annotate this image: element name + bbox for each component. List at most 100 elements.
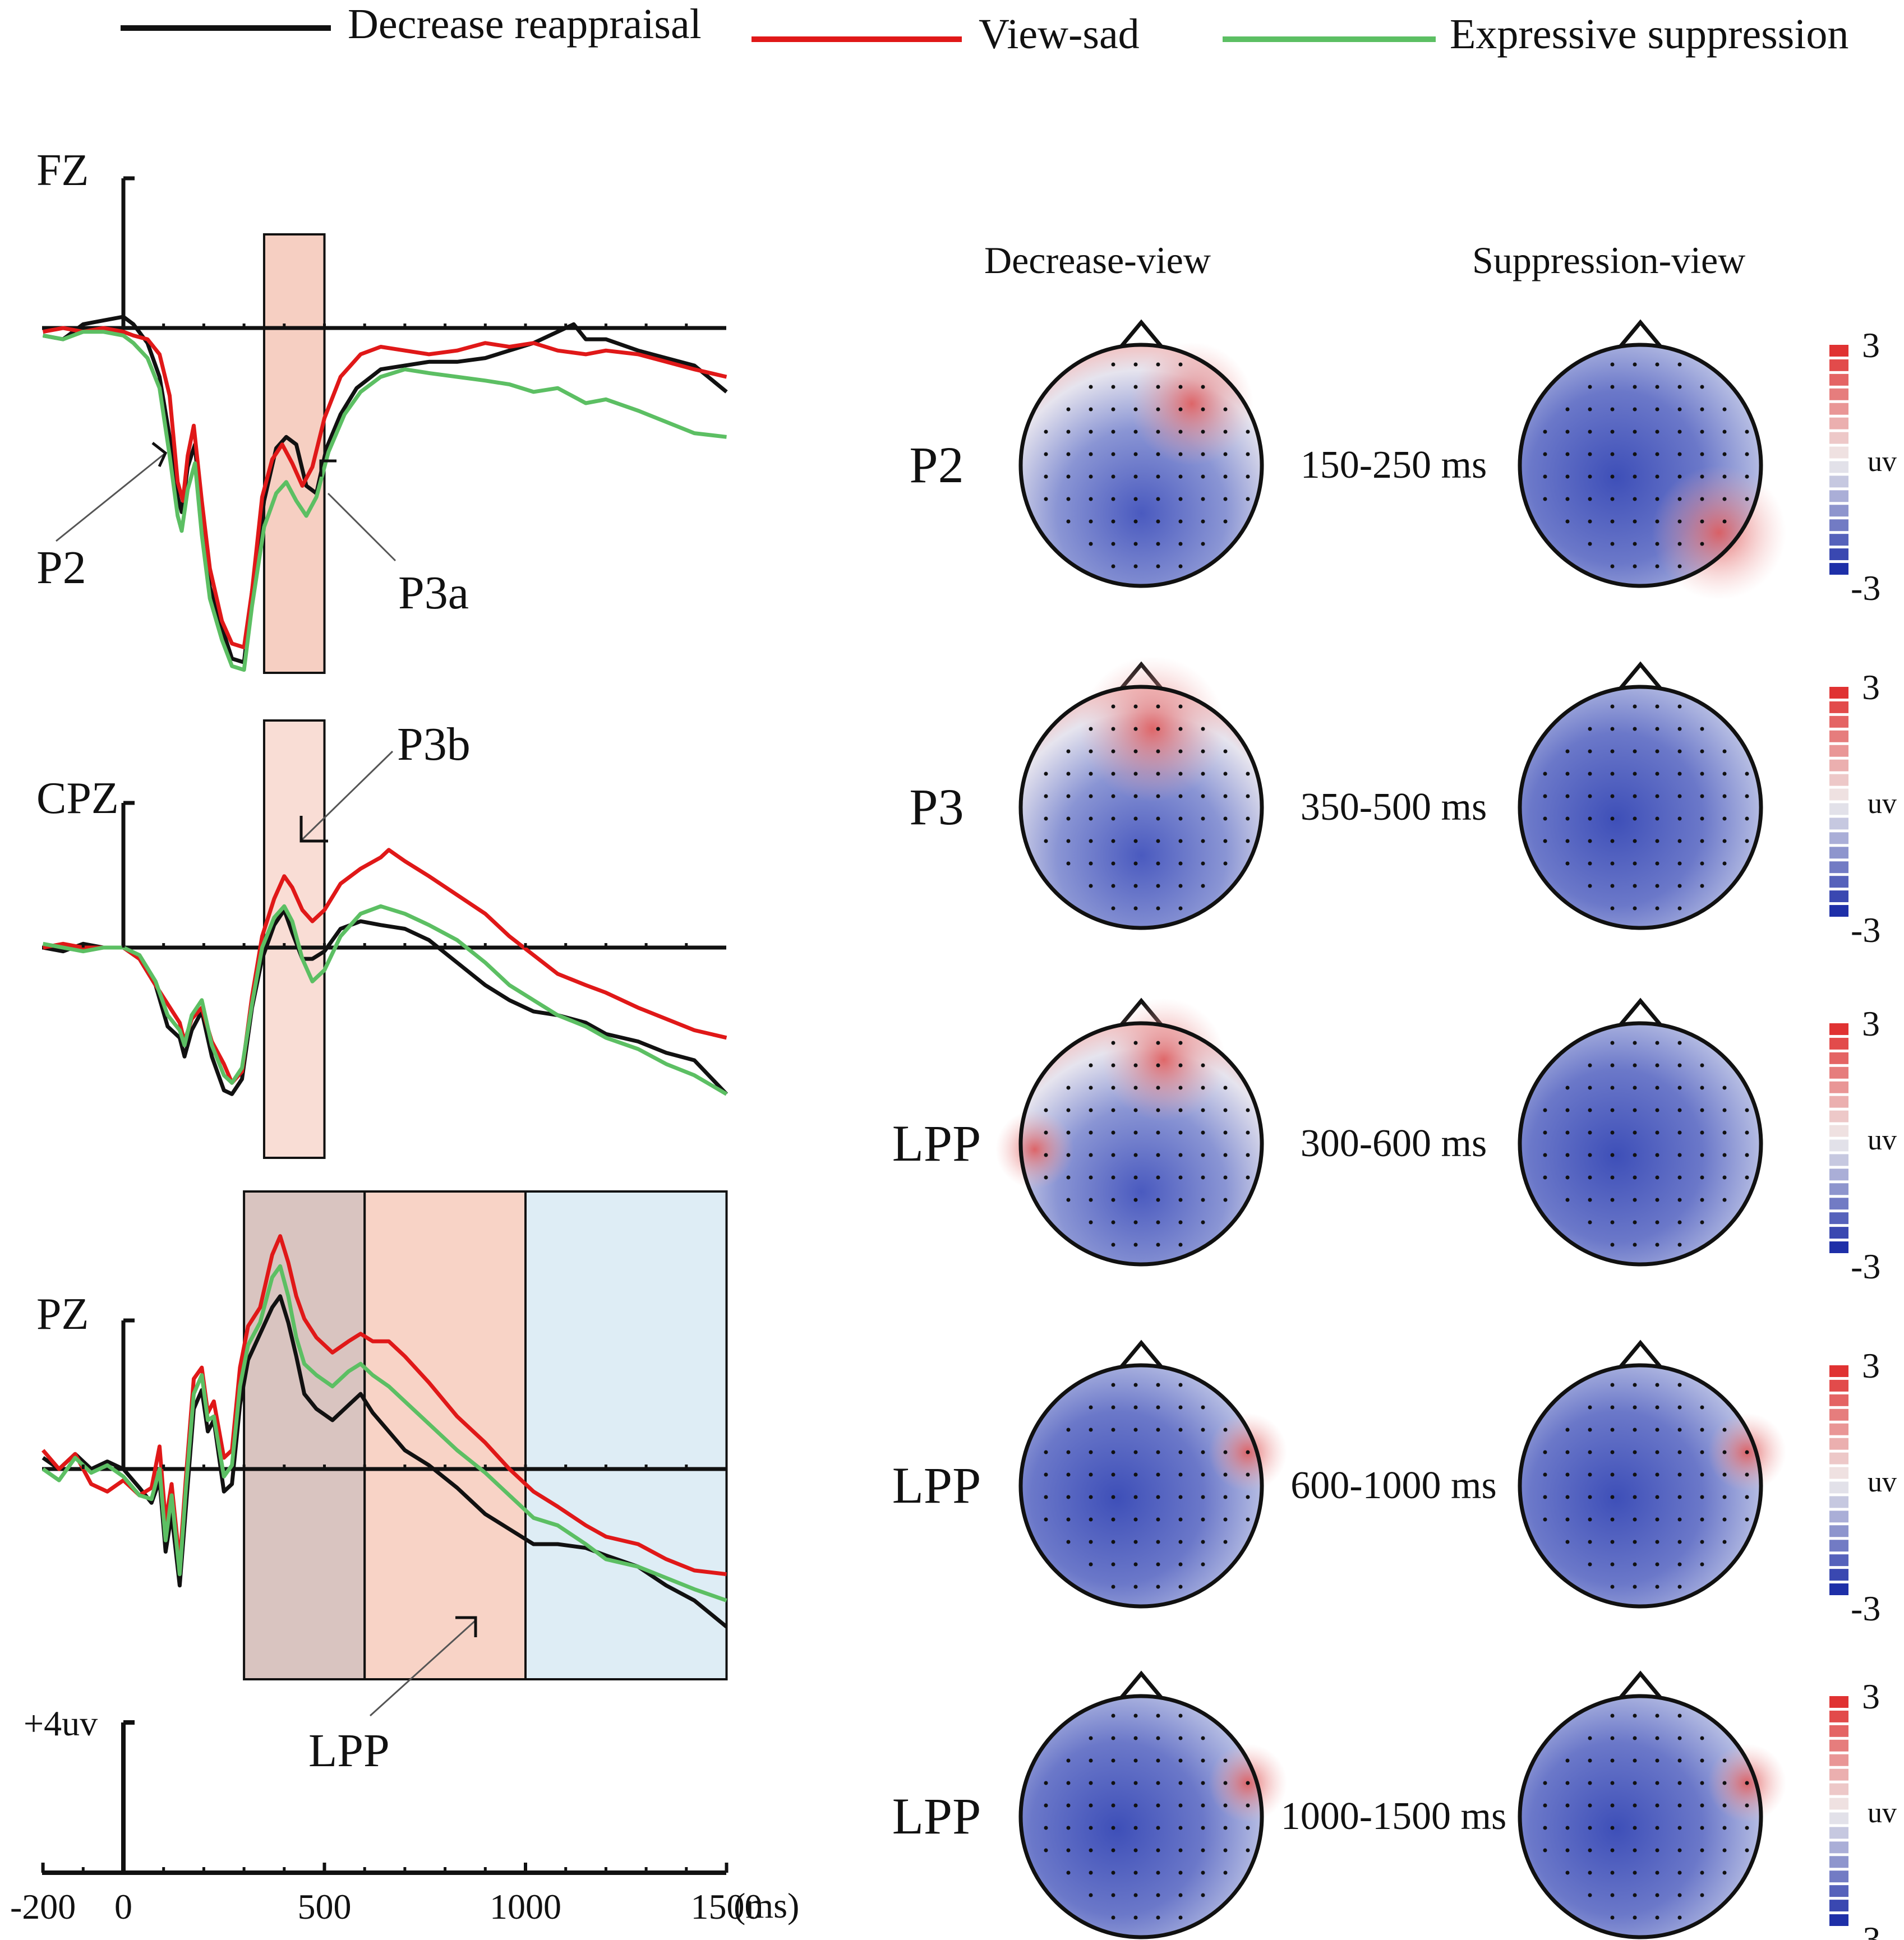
color-scale-1-step-14 <box>1829 890 1848 903</box>
topomap-left-4-electrode <box>1156 1826 1160 1830</box>
color-scale-4-step-10 <box>1829 1841 1848 1854</box>
topomap-left-0-electrode <box>1111 497 1115 501</box>
topomap-right-2-nose <box>1616 997 1665 1029</box>
topomap-right-1-electrode <box>1655 772 1659 776</box>
topomap-left-3-electrode <box>1089 1517 1093 1522</box>
topomap-left-3-electrode <box>1089 1428 1093 1432</box>
topomap-right-3-electrode <box>1633 1472 1637 1477</box>
topomap-right-0-electrode <box>1655 407 1659 412</box>
topomap-left-3-electrode <box>1156 1562 1160 1567</box>
topomap-left-0-outline <box>1018 343 1264 588</box>
topomap-right-0-electrode <box>1655 564 1659 569</box>
topomap-left-0-electrode <box>1246 452 1250 456</box>
topomap-left-2-electrode <box>1089 1130 1093 1135</box>
topomap-right-3-electrode <box>1610 1428 1615 1432</box>
topomap-right-1-electrode <box>1655 794 1659 798</box>
topomap-right-0-electrode <box>1700 429 1704 434</box>
topomap-left-4-electrode <box>1044 1781 1048 1785</box>
topomap-left-2-electrode <box>1111 1153 1115 1157</box>
color-scale-2-step-12 <box>1829 1198 1848 1210</box>
topomap-left-4-electrode <box>1111 1803 1115 1808</box>
topomap-right-0-electrode <box>1588 519 1592 524</box>
topomap-left-2-electrode <box>1156 1242 1160 1247</box>
topomap-left-2-electrode <box>1133 1175 1138 1180</box>
topomap-right-1-electrode <box>1700 794 1704 798</box>
channel-label-fz: FZ <box>36 146 89 195</box>
topomap-right-0-electrode <box>1655 542 1659 546</box>
scale-and-x-axis: +4uv -200 0 500 1000 1500 (ms) <box>10 1703 799 1927</box>
erp-panel-cpz: CPZ P3b <box>36 718 729 1159</box>
topomap-left-1-electrode <box>1089 727 1093 731</box>
topomap-right-1-outline <box>1518 685 1763 930</box>
topomap-right-2-electrode <box>1610 1220 1615 1225</box>
topomap-right-2-electrode <box>1565 1198 1570 1202</box>
topomap-left-2-electrode <box>1089 1198 1093 1202</box>
annotation-marker-LPP <box>455 1616 477 1637</box>
topomap-right-2-electrode <box>1677 1086 1682 1090</box>
topomap-right-2-electrode <box>1588 1130 1592 1135</box>
topomap-left-2-electrode <box>1066 1153 1071 1157</box>
topomap-right-4-electrode <box>1655 1758 1659 1763</box>
topomap-right-0-electrode <box>1677 564 1682 569</box>
topomap-right-2-electrode <box>1610 1086 1615 1090</box>
topomap-right-2-electrode <box>1655 1198 1659 1202</box>
topomap-right-4-electrode <box>1677 1758 1682 1763</box>
topomap-left-3-nose <box>1117 1339 1165 1371</box>
topomap-right-4-electrode <box>1633 1736 1637 1740</box>
topomap-left-2-electrode <box>1156 1153 1160 1157</box>
topomap-right-2-electrode <box>1588 1063 1592 1068</box>
topomap-left-0-electrode <box>1156 474 1160 479</box>
topomap-left-3-electrode <box>1156 1540 1160 1544</box>
topomap-right-4-electrode <box>1677 1893 1682 1897</box>
topomap-right-2-electrode <box>1655 1086 1659 1090</box>
topomap-left-1-electrode <box>1089 794 1093 798</box>
topomap-left-0-electrode <box>1133 564 1138 569</box>
topomap-right-3-electrode <box>1745 1495 1749 1499</box>
topomap-left-3-electrode <box>1223 1495 1228 1499</box>
topomap-right-4-electrode <box>1610 1870 1615 1875</box>
topomap-right-1-electrode <box>1655 727 1659 731</box>
topomap-left-4-electrode <box>1044 1826 1048 1830</box>
topomap-left-0-electrode <box>1178 385 1183 389</box>
topomap-right-3-electrode <box>1565 1540 1570 1544</box>
topomap-window-3: 600-1000 ms <box>1290 1464 1497 1507</box>
topomap-right-3-electrode <box>1700 1405 1704 1410</box>
topomap-right-1-electrode <box>1633 884 1637 888</box>
topomap-right-2-electrode <box>1745 1175 1749 1180</box>
color-scale-2-step-7 <box>1829 1125 1848 1137</box>
topomap-left-2-electrode <box>1111 1220 1115 1225</box>
topomap-left-2-electrode <box>1044 1108 1048 1112</box>
topomap-left-3-electrode <box>1111 1472 1115 1477</box>
topomap-left-2-positive-region-0 <box>995 1110 1074 1189</box>
topomap-right-1-electrode <box>1543 772 1547 776</box>
topomap-right-2-electrode <box>1565 1175 1570 1180</box>
topomap-right-4-electrode <box>1588 1736 1592 1740</box>
topomap-right-2-electrode <box>1677 1108 1682 1112</box>
topomap-right-2-electrode <box>1722 1130 1727 1135</box>
topomap-left-3-electrode <box>1178 1517 1183 1522</box>
topomap-left-0-electrode <box>1133 452 1138 456</box>
topomap-right-3-electrode <box>1633 1428 1637 1432</box>
topomap-right-2-electrode <box>1633 1242 1637 1247</box>
topomap-left-1-electrode <box>1201 794 1205 798</box>
topomap-left-1-electrode <box>1246 794 1250 798</box>
topomap-left-3-electrode <box>1111 1405 1115 1410</box>
topomap-left-0-electrode <box>1223 519 1228 524</box>
topomap-left-1-electrode <box>1223 772 1228 776</box>
topomap-left-0-electrode <box>1223 429 1228 434</box>
waveform-cpz-view <box>42 848 727 1085</box>
topomap-right-4-electrode <box>1700 1848 1704 1853</box>
topomap-left-0-electrode <box>1201 497 1205 501</box>
topomap-left-0-electrode <box>1111 385 1115 389</box>
color-scale-2-step-6 <box>1829 1110 1848 1123</box>
erp-panel-fz: FZ P2 P3a <box>36 146 728 674</box>
topomap-right-3-electrode <box>1588 1562 1592 1567</box>
topomap-left-4-electrode <box>1201 1893 1205 1897</box>
topomap-right-1-electrode <box>1633 861 1637 866</box>
topomap-left-1-electrode <box>1089 749 1093 754</box>
topomap-right-1-electrode <box>1633 749 1637 754</box>
topomap-left-4-electrode <box>1111 1826 1115 1830</box>
topomap-left-1-electrode <box>1133 839 1138 843</box>
topomap-right-4-electrode <box>1610 1781 1615 1785</box>
topomap-left-0-electrode <box>1133 519 1138 524</box>
